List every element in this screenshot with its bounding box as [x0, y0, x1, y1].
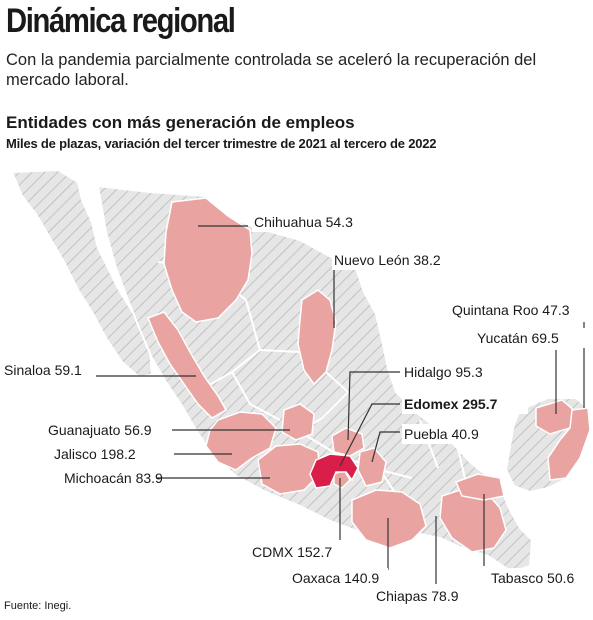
map-title: Entidades con más generación de empleos: [6, 113, 355, 132]
state-edomex: [309, 453, 359, 489]
label-bg-edomex: [402, 394, 528, 414]
label-bg-chihuahua: [252, 212, 346, 232]
label-yucatan: Yucatán 69.5: [477, 330, 559, 346]
label-cdmx: CDMX 152.7: [252, 544, 332, 560]
label-bg-sinaloa: [2, 360, 96, 380]
leader-edomex: [339, 403, 400, 467]
label-nuevo-leon: Nuevo León 38.2: [334, 252, 441, 268]
map-subtitle: Miles de plazas, variación del tercer tr…: [6, 136, 437, 151]
state-tabasco: [454, 473, 505, 501]
label-bg-jalisco: [52, 444, 172, 464]
state-chihuahua: [163, 197, 253, 323]
leader-puebla: [371, 431, 400, 463]
state-guanajuato: [281, 403, 315, 441]
label-bg-guanajuato: [46, 420, 172, 440]
state-nuevo-leon: [297, 289, 337, 386]
label-bg-tabasco: [488, 568, 592, 588]
label-tabasco: Tabasco 50.6: [491, 570, 574, 586]
state-oaxaca: [351, 489, 427, 549]
state-labels: Chihuahua 54.3 Nuevo León 38.2 Quintana …: [2, 212, 592, 606]
label-michoacan: Michoacán 83.9: [64, 470, 163, 486]
highlighted-states: [147, 197, 591, 553]
page-subtitle: Con la pandemia parcialmente controlada …: [6, 51, 537, 89]
label-bg-oaxaca: [290, 568, 388, 588]
label-bg-puebla: [402, 424, 498, 444]
label-hidalgo: Hidalgo 95.3: [404, 364, 483, 380]
label-puebla: Puebla 40.9: [404, 426, 479, 442]
label-bg-nuevo-leon: [332, 250, 460, 270]
label-bg-cdmx: [250, 542, 344, 562]
page-title: Dinámica regional: [6, 2, 236, 40]
label-chihuahua: Chihuahua 54.3: [254, 214, 353, 230]
state-jalisco: [205, 411, 277, 471]
state-sinaloa: [147, 311, 228, 419]
label-bg-michoacan: [62, 468, 156, 488]
state-quintana-roo: [547, 407, 591, 481]
state-puebla: [357, 447, 387, 487]
label-jalisco: Jalisco 198.2: [54, 446, 136, 462]
label-bg-hidalgo: [402, 362, 506, 382]
label-chiapas: Chiapas 78.9: [376, 588, 459, 604]
label-sinaloa: Sinaloa 59.1: [4, 362, 82, 378]
label-guanajuato: Guanajuato 56.9: [48, 422, 152, 438]
label-bg-quintana-roo: [450, 300, 590, 320]
label-bg-yucatan: [474, 328, 586, 348]
label-edomex: Edomex 295.7: [404, 396, 498, 412]
source-note: Fuente: Inegi.: [4, 600, 72, 612]
label-quintana-roo: Quintana Roo 47.3: [452, 302, 570, 318]
label-bg-chiapas: [374, 586, 468, 606]
label-oaxaca: Oaxaca 140.9: [292, 570, 379, 586]
leader-hidalgo: [347, 371, 400, 441]
baja-california-peninsula: [10, 168, 154, 380]
